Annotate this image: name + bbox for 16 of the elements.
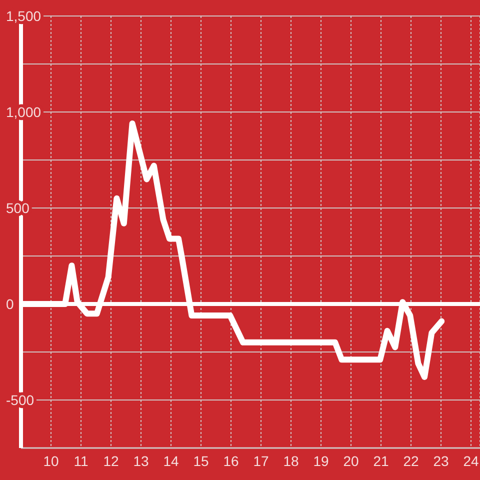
x-tick-label: 19 xyxy=(313,452,329,469)
x-tick-label: 15 xyxy=(193,452,209,469)
x-tick-label: 20 xyxy=(343,452,359,469)
x-tick-label: 21 xyxy=(373,452,389,469)
x-tick-label: 17 xyxy=(253,452,269,469)
x-tick-label: 16 xyxy=(223,452,239,469)
x-tick-label: 12 xyxy=(103,452,119,469)
x-tick-label: 14 xyxy=(163,452,179,469)
y-tick-label: 0 xyxy=(6,296,14,312)
x-tick-label: 18 xyxy=(283,452,299,469)
x-tick-label: 23 xyxy=(433,452,449,469)
x-tick-label: 10 xyxy=(43,452,59,469)
x-tick-label: 22 xyxy=(403,452,419,469)
x-tick-label: 11 xyxy=(74,452,88,469)
x-tick-label: 24 xyxy=(463,452,479,469)
x-tick-label: 13 xyxy=(133,452,149,469)
